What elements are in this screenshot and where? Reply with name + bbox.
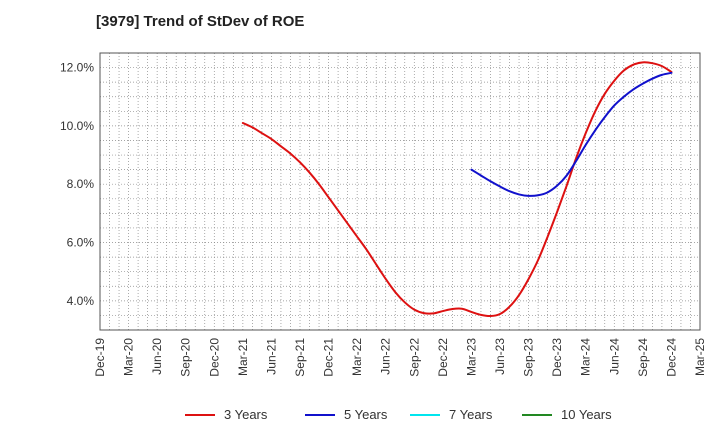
plot-area: [100, 53, 700, 330]
x-tick-label: Mar-22: [350, 338, 364, 376]
y-tick-label: 10.0%: [60, 119, 94, 133]
x-tick-label: Mar-25: [693, 338, 707, 376]
chart-title: [3979] Trend of StDev of ROE: [96, 13, 305, 30]
x-tick-label: Sep-22: [407, 338, 421, 377]
x-tick-label: Sep-20: [179, 338, 193, 377]
x-tick-label: Mar-21: [236, 338, 250, 376]
x-tick-label: Mar-23: [464, 338, 478, 376]
x-tick-label: Dec-23: [550, 338, 564, 377]
x-tick-label: Mar-20: [122, 338, 136, 376]
series-line-3-years: [241, 61, 673, 318]
y-tick-label: 6.0%: [67, 236, 95, 250]
legend-label: 10 Years: [561, 407, 612, 422]
legend-label: 5 Years: [344, 407, 388, 422]
legend-label: 3 Years: [224, 407, 268, 422]
x-tick-label: Jun-20: [150, 338, 164, 375]
x-tick-label: Dec-21: [322, 338, 336, 377]
x-tick-label: Sep-24: [636, 338, 650, 377]
x-tick-label: Sep-23: [522, 338, 536, 377]
x-tick-label: Sep-21: [293, 338, 307, 377]
x-tick-label: Dec-19: [93, 338, 107, 377]
x-tick-label: Dec-22: [436, 338, 450, 377]
y-tick-label: 4.0%: [67, 294, 95, 308]
x-tick-label: Jun-21: [264, 338, 278, 375]
x-tick-label: Dec-24: [664, 338, 678, 377]
x-tick-label: Dec-20: [207, 338, 221, 377]
x-tick-label: Jun-23: [493, 338, 507, 375]
x-tick-label: Jun-22: [379, 338, 393, 375]
x-tick-label: Mar-24: [579, 338, 593, 376]
y-tick-label: 12.0%: [60, 61, 94, 75]
plot-border: [99, 52, 701, 331]
y-tick-label: 8.0%: [67, 177, 95, 191]
series-line-5-years: [470, 71, 673, 197]
legend-label: 7 Years: [449, 407, 493, 422]
x-tick-label: Jun-24: [607, 338, 621, 375]
